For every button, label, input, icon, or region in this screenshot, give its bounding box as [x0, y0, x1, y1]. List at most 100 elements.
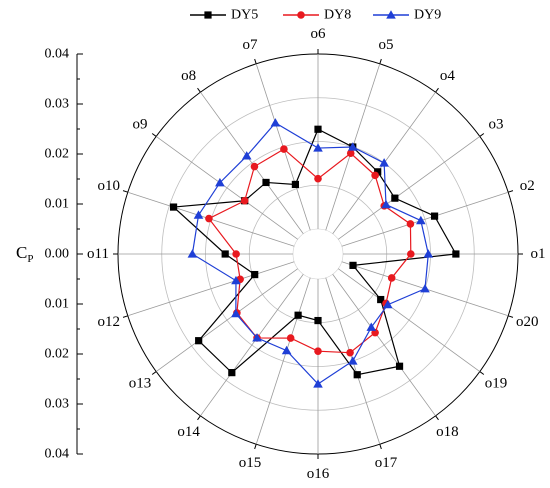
spoke-tick-o15 — [254, 444, 257, 450]
spoke-o9 — [155, 136, 299, 240]
point-DY9-o1 — [423, 249, 434, 258]
cp-tick-label-3: 0.01 — [45, 197, 70, 212]
category-label-o18: o18 — [436, 424, 459, 440]
spoke-tick-o8 — [197, 87, 201, 93]
category-label-o13: o13 — [129, 375, 152, 391]
point-DY9-o6 — [313, 143, 323, 152]
spoke-tick-o12 — [122, 315, 128, 318]
point-DY8-o8 — [250, 162, 259, 171]
legend-label-DY9: DY9 — [414, 8, 441, 23]
point-DY5-o17 — [353, 371, 361, 379]
legend-marker-DY8 — [297, 11, 305, 19]
point-DY8-o11 — [232, 250, 240, 258]
radar-spokes — [113, 49, 523, 459]
cp-tick-label-6: 0.02 — [45, 347, 70, 362]
point-DY5-o16 — [314, 316, 322, 325]
legend-marker-DY5 — [204, 11, 212, 19]
spoke-o8 — [200, 91, 304, 235]
category-label-o1: o1 — [531, 246, 546, 262]
point-DY5-o10 — [169, 203, 178, 211]
category-label-o6: o6 — [311, 26, 327, 42]
category-label-o15: o15 — [239, 455, 262, 471]
point-DY8-o2 — [406, 220, 415, 228]
category-label-o20: o20 — [516, 314, 539, 330]
point-DY9-o4 — [379, 158, 389, 167]
point-DY5-o19 — [377, 295, 385, 304]
cp-axis: 0.04 0.03 0.02 0.01 0.00 0.01 0.02 0.03 0.04 — [45, 47, 83, 462]
point-DY8-o5 — [346, 149, 355, 158]
point-DY9-o3 — [381, 199, 391, 209]
spoke-o18 — [332, 273, 436, 417]
category-label-o14: o14 — [177, 424, 200, 440]
point-DY5-o6 — [314, 125, 322, 133]
point-DY9-o16 — [313, 379, 323, 388]
spoke-o13 — [155, 268, 299, 372]
spoke-tick-o19 — [479, 371, 485, 375]
point-DY5-o13 — [195, 337, 203, 345]
category-label-o16: o16 — [307, 466, 330, 482]
point-DY9-o13 — [231, 308, 241, 318]
point-DY9-o10 — [193, 210, 204, 219]
category-label-o5: o5 — [378, 37, 393, 53]
point-DY9-o7 — [270, 118, 281, 127]
point-DY5-o8 — [262, 178, 270, 187]
series-DY5 — [169, 125, 460, 379]
spoke-tick-o7 — [254, 58, 257, 64]
spoke-tick-o2 — [508, 190, 514, 193]
category-labels: o1 o2 o3 o4 o5 o6 o7 o8 o9 o10 o11 o12 o13 o14 o15 o16 o… — [87, 26, 545, 482]
category-label-o12: o12 — [98, 314, 121, 330]
point-DY9-o5 — [347, 142, 358, 151]
point-DY8-o7 — [280, 145, 288, 153]
legend-item-DY8: DY8 — [283, 8, 351, 23]
cp-tick-label-5: 0.01 — [45, 297, 70, 312]
legend-item-DY5: DY5 — [190, 8, 258, 23]
spoke-tick-o5 — [379, 58, 382, 64]
point-DY5-o15 — [294, 311, 302, 319]
point-DY5-o18 — [395, 362, 404, 370]
point-DY9-o15 — [281, 345, 292, 355]
category-label-o17: o17 — [375, 455, 398, 471]
point-DY8-o9 — [240, 196, 249, 205]
category-label-o11: o11 — [87, 246, 109, 262]
spoke-tick-o9 — [151, 133, 157, 137]
legend: DY5 DY8 DY9 — [190, 8, 441, 23]
point-DY9-o9 — [215, 177, 225, 187]
cp-tick-label-0: 0.04 — [45, 47, 70, 62]
point-DY8-o16 — [314, 347, 322, 355]
spoke-tick-o13 — [151, 371, 157, 375]
point-DY8-o17 — [346, 348, 354, 357]
inner-ring — [292, 228, 344, 280]
category-label-o2: o2 — [520, 178, 535, 194]
series-DY9 — [187, 118, 434, 388]
axis-label-cp-subscript: P — [27, 253, 33, 265]
point-DY9-o18 — [366, 322, 377, 331]
point-DY5-o12 — [251, 270, 259, 279]
axis-label-cp: CP — [16, 243, 33, 265]
spoke-o14 — [200, 273, 304, 417]
point-DY9-o14 — [252, 333, 262, 342]
spoke-o12 — [127, 261, 295, 317]
point-DY8-o15 — [286, 334, 295, 342]
cp-tick-label-7: 0.03 — [45, 397, 70, 412]
spoke-tick-o20 — [508, 315, 514, 318]
point-DY8-o10 — [205, 214, 213, 223]
point-DY5-o4 — [374, 168, 382, 176]
point-DY9-o11 — [187, 249, 198, 258]
series-layer — [169, 118, 460, 388]
category-label-o8: o8 — [181, 68, 196, 84]
point-DY5-o1 — [452, 250, 460, 258]
cp-tick-label-8: 0.04 — [45, 447, 70, 462]
point-DY5-o14 — [228, 369, 236, 377]
spoke-o15 — [255, 277, 311, 445]
cp-tick-label-1: 0.03 — [45, 97, 70, 112]
spoke-tick-o3 — [479, 133, 485, 137]
point-DY8-o6 — [314, 174, 322, 183]
point-DY5-o11 — [221, 250, 229, 258]
point-DY9-o8 — [241, 151, 252, 160]
spoke-o2 — [341, 191, 509, 247]
legend-marker-DY9 — [386, 10, 396, 19]
point-DY9-o2 — [416, 215, 426, 225]
point-DY9-o19 — [382, 299, 393, 309]
point-DY5-o2 — [430, 212, 439, 220]
spoke-tick-o17 — [379, 444, 382, 450]
